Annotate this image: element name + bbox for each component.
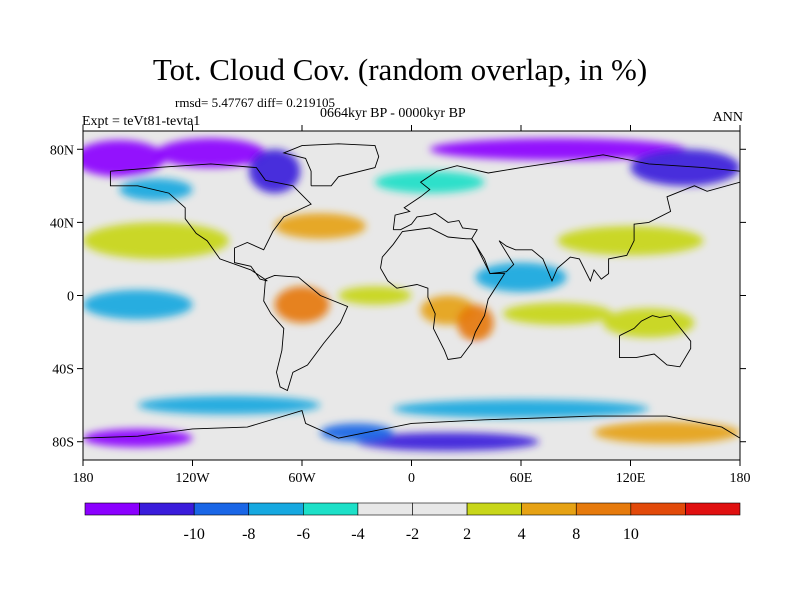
anomaly-region (320, 423, 394, 442)
colorbar-label: -4 (351, 526, 364, 543)
anomaly-region (594, 421, 740, 444)
colorbar-label: -2 (406, 526, 419, 543)
colorbar: -10 -8 -6 -4 -2 2 4 8 10 (84, 502, 741, 543)
anomaly-region (83, 290, 193, 320)
coast-africa (380, 227, 506, 360)
coast-north-america (109, 163, 312, 282)
coast-greenland (282, 143, 380, 187)
anomaly-region (274, 213, 366, 239)
lat-tick-label: 40N (50, 216, 74, 231)
colorbar-swatch (521, 502, 577, 516)
lon-tick-label: 60E (510, 471, 533, 486)
coast-south-america (263, 274, 349, 392)
lon-tick-label: 180 (730, 471, 751, 486)
anomaly-region (557, 226, 704, 256)
lon-tick-label: 120E (616, 471, 646, 486)
anomaly-region (119, 178, 193, 201)
anomaly-region (137, 332, 248, 369)
colorbar-swatch (84, 502, 140, 516)
colorbar-label: 4 (518, 526, 526, 543)
map-title: Tot. Cloud Cov. (random overlap, in %) (152, 52, 648, 87)
colorbar-swatch (685, 502, 741, 516)
lon-tick-label: 180 (73, 471, 94, 486)
coastlines (83, 143, 740, 439)
anomaly-region (502, 302, 613, 325)
colorbar-swatch (575, 502, 632, 516)
anomaly-region (83, 140, 166, 177)
colorbar-swatch (630, 502, 686, 516)
anomaly-region (249, 149, 301, 194)
anomaly-region (137, 396, 321, 415)
colorbar-label: -6 (297, 526, 310, 543)
longitude-axis: 180 120W 60W 0 60E 120E 180 (73, 125, 751, 486)
colorbar-label: -10 (184, 526, 205, 543)
lon-tick-label: 0 (408, 471, 415, 486)
stats-text: rmsd= 5.47767 diff= 0.219105 (175, 95, 335, 110)
colorbar-swatch (193, 502, 250, 516)
colorbar-label: -8 (242, 526, 255, 543)
colorbar-swatch (139, 502, 195, 516)
anomaly-field (83, 138, 740, 451)
lon-tick-label: 120W (175, 471, 210, 486)
colorbar-swatch (248, 502, 304, 516)
lat-tick-label: 0 (67, 290, 74, 305)
anomaly-region (457, 304, 494, 342)
anomaly-region (429, 138, 686, 161)
lat-tick-label: 80S (52, 436, 74, 451)
season-text: ANN (712, 110, 743, 125)
anomaly-region (630, 149, 740, 186)
experiment-text: Expt = teVt81-tevta1 (82, 114, 201, 129)
anomaly-region (475, 262, 567, 292)
anomaly-region (83, 428, 193, 448)
coast-antarctica (83, 410, 740, 439)
anomaly-region (356, 432, 540, 451)
anomaly-region (274, 286, 330, 323)
coast-australia (619, 315, 692, 368)
anomaly-region (375, 171, 485, 194)
colorbar-swatch (466, 502, 522, 516)
colorbar-label: 2 (463, 526, 471, 543)
anomaly-region (603, 308, 695, 338)
colorbar-label: 10 (623, 526, 639, 543)
colorbar-swatch (412, 502, 468, 516)
anomaly-region (156, 138, 266, 168)
lat-tick-label: 40S (52, 363, 74, 378)
lat-tick-label: 80N (50, 143, 74, 158)
latitude-axis: 80N 40N 0 40S 80S (50, 143, 746, 451)
colorbar-swatch (303, 502, 359, 516)
colorbar-label: 8 (572, 526, 580, 543)
anomaly-region (411, 346, 631, 373)
anomaly-region (83, 222, 229, 259)
lon-tick-label: 60W (288, 471, 316, 486)
period-text: 0664kyr BP - 0000kyr BP (320, 106, 466, 121)
coast-europe-asia (392, 154, 740, 283)
anomaly-region (393, 399, 649, 418)
colorbar-swatch (357, 502, 413, 516)
anomaly-region (338, 286, 412, 305)
